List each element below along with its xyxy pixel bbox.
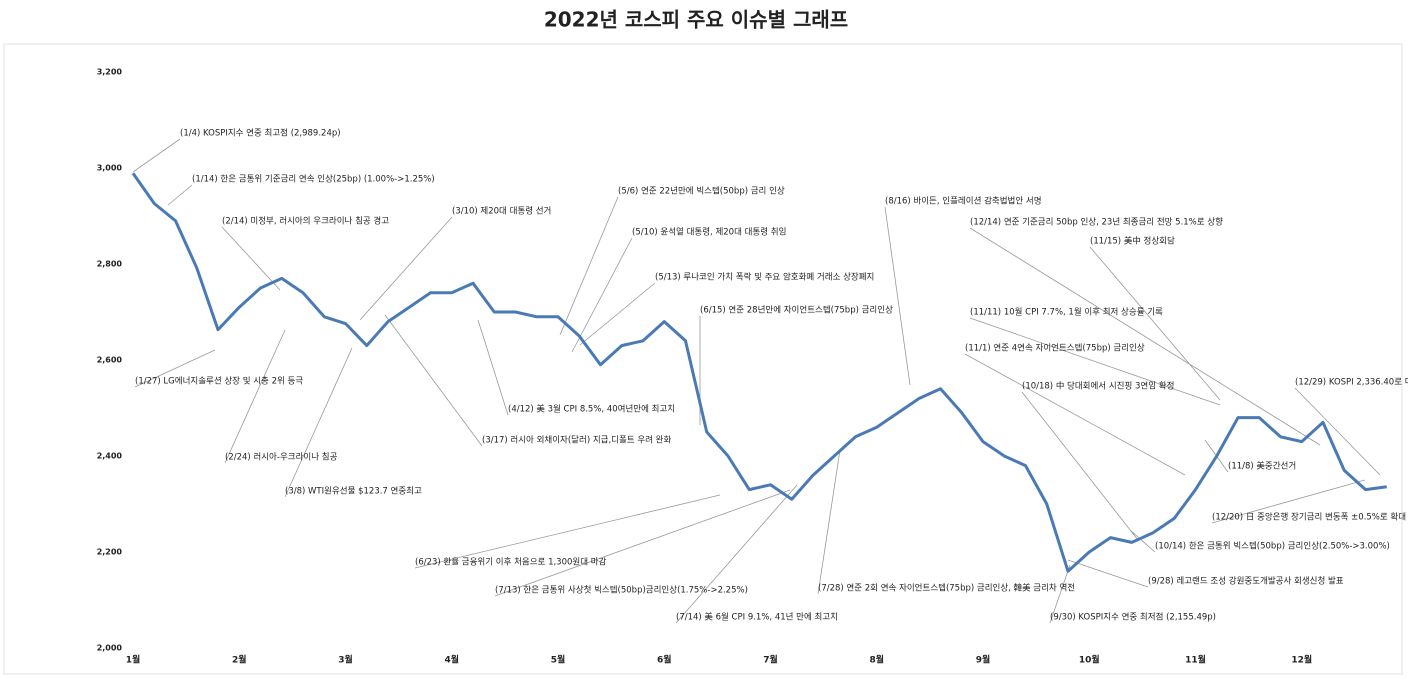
x-tick-label: 4월 xyxy=(444,654,459,666)
leader-line xyxy=(1129,529,1156,553)
leader-line xyxy=(1021,391,1139,541)
leader-line xyxy=(494,489,791,597)
leader-line xyxy=(167,184,193,206)
annotation: (5/10) 윤석열 대통령, 제20대 대통령 취임 xyxy=(632,227,786,238)
annotation: (6/23) 환율 금융위기 이후 처음으로 1,300원대 마감 xyxy=(415,557,607,568)
leader-line xyxy=(477,319,509,416)
leader-line xyxy=(414,494,721,569)
y-tick-label: 2,600 xyxy=(97,356,123,365)
leader-line xyxy=(817,449,841,595)
annotation: (3/17) 러시아 외채이자(달러) 지급,디폴트 우려 완화 xyxy=(482,435,672,446)
leader-line xyxy=(1294,387,1381,476)
annotation: (1/27) LG에너지솔루션 상장 및 시총 2위 등극 xyxy=(135,376,303,387)
leader-line xyxy=(1089,246,1221,401)
annotation: (5/13) 루나코인 가치 폭락 및 주요 암호화폐 거래소 상장폐지 xyxy=(655,272,874,283)
leader-line xyxy=(969,317,1221,406)
x-tick-label: 12월 xyxy=(1291,654,1312,666)
leader-line xyxy=(579,282,656,346)
annotation: (8/16) 바이든, 인플레이션 감축법법안 서명 xyxy=(885,196,1042,207)
annotation: (2/24) 러시아-우크라이나 침공 xyxy=(225,452,338,463)
leader-line xyxy=(884,206,911,386)
leader-line xyxy=(964,353,1186,476)
annotation: (11/8) 美중간선거 xyxy=(1228,461,1296,472)
annotation: (3/10) 제20대 대통령 선거 xyxy=(452,206,551,217)
annotation: (2/14) 미정부, 러시아의 우크라이나 침공 경고 xyxy=(222,216,389,227)
leader-line xyxy=(224,329,286,464)
leader-line xyxy=(284,347,353,498)
annotation: (3/8) WTI원유선물 $123.7 연중최고 xyxy=(285,486,422,497)
leader-line xyxy=(221,226,281,291)
y-tick-label: 2,200 xyxy=(97,548,123,557)
y-tick-label: 2,800 xyxy=(97,260,123,269)
chart-title: 2022년 코스피 주요 이슈별 그래프 xyxy=(544,8,848,32)
leader-line xyxy=(132,138,181,173)
leader-line xyxy=(969,227,1321,446)
x-tick-label: 6월 xyxy=(657,654,672,666)
annotation: (6/15) 연준 28년만에 자이언트스텝(75bp) 금리인상 xyxy=(700,305,893,316)
annotation: (10/18) 中 당대회에서 시진핑 3연임 확정 xyxy=(1022,381,1174,392)
y-tick-label: 3,200 xyxy=(97,68,123,77)
leader-line xyxy=(571,237,633,353)
x-tick-label: 10월 xyxy=(1079,654,1100,666)
annotation: (1/14) 한은 금통위 기준금리 연속 인상(25bp) (1.00%->1… xyxy=(192,174,435,185)
annotation: (7/14) 美 6월 CPI 9.1%, 41년 만에 최고치 xyxy=(676,612,838,623)
x-tick-label: 9월 xyxy=(976,654,991,666)
y-tick-label: 2,000 xyxy=(97,644,123,653)
x-tick-label: 11월 xyxy=(1185,654,1206,666)
leader-line xyxy=(359,216,453,321)
annotation: (4/12) 美 3월 CPI 8.5%, 40여년만에 최고치 xyxy=(508,404,675,415)
annotation: (12/14) 연준 기준금리 50bp 인상, 23년 최종금리 전망 5.1… xyxy=(970,217,1223,228)
plot-frame xyxy=(3,43,1403,675)
x-tick-label: 3월 xyxy=(338,654,353,666)
annotation: (7/28) 연준 2회 연속 자이언트스텝(75bp) 금리인상, 韓美 금리… xyxy=(818,583,1075,594)
annotation: (12/20) 日 중앙은행 장기금리 변동폭 ±0.5%로 확대 xyxy=(1212,512,1406,523)
annotation: (12/29) KOSPI 2,336.40로 마감 xyxy=(1295,377,1408,388)
annotation: (7/13) 한은 금통위 사상첫 빅스텝(50bp)금리인상(1.75%->2… xyxy=(495,585,748,596)
x-tick-label: 1월 xyxy=(126,654,141,666)
leader-line xyxy=(384,314,483,447)
y-tick-label: 2,400 xyxy=(97,452,123,461)
x-tick-label: 2월 xyxy=(232,654,247,666)
annotation: (9/28) 레고랜드 조성 강원중도개발공사 회생신청 발표 xyxy=(1148,576,1344,587)
x-tick-label: 8월 xyxy=(869,654,884,666)
x-tick-label: 5월 xyxy=(551,654,566,666)
annotation: (11/15) 美中 정상회담 xyxy=(1090,236,1175,247)
x-tick-label: 7월 xyxy=(763,654,778,666)
annotation: (1/4) KOSPI지수 연중 최고점 (2,989.24p) xyxy=(180,128,341,139)
leader-line xyxy=(1067,559,1149,588)
leader-line xyxy=(134,349,216,388)
annotation: (10/14) 한은 금통위 빅스텝(50bp) 금리인상(2.50%->3.0… xyxy=(1155,541,1390,552)
y-tick-label: 3,000 xyxy=(97,164,123,173)
annotation: (5/6) 연준 22년만에 빅스텝(50bp) 금리 인상 xyxy=(618,186,785,197)
annotation: (9/30) KOSPI지수 연중 최저점 (2,155.49p) xyxy=(1050,612,1216,623)
kospi-line xyxy=(131,172,1387,573)
leader-line xyxy=(675,484,798,624)
annotation: (11/1) 연준 4연속 자이언트스텝(75bp) 금리인상 xyxy=(965,343,1145,354)
leader-line xyxy=(1049,564,1071,624)
annotation: (11/11) 10월 CPI 7.7%, 1월 이후 최저 상승률 기록 xyxy=(970,307,1163,318)
leader-line xyxy=(559,196,619,336)
leader-line xyxy=(1211,479,1366,524)
